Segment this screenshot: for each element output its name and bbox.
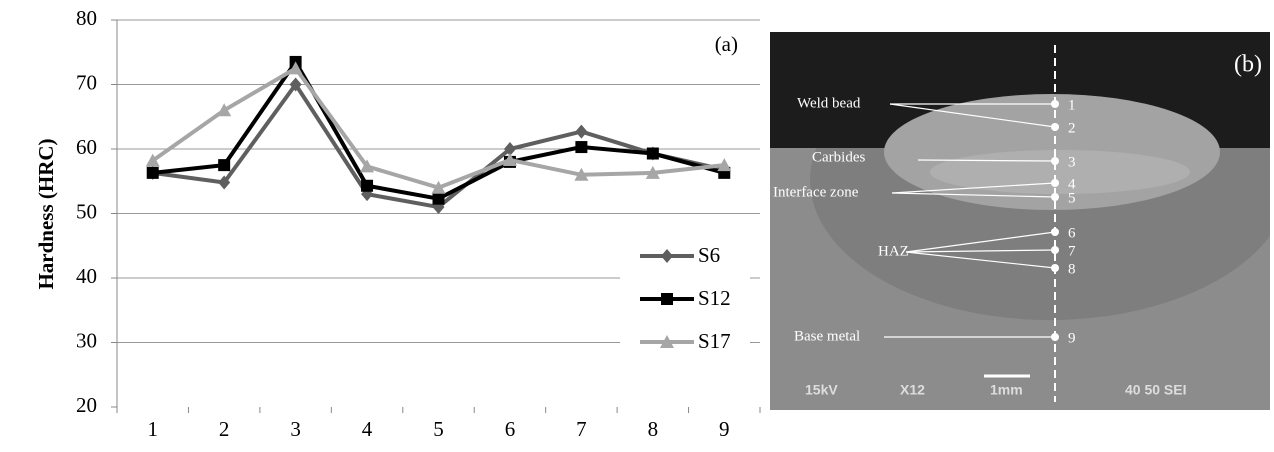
y-tick-label: 20 bbox=[76, 393, 97, 417]
marker bbox=[574, 167, 589, 181]
marker bbox=[360, 159, 375, 173]
marker bbox=[431, 180, 446, 194]
carbides bbox=[930, 150, 1190, 194]
marker bbox=[361, 179, 374, 192]
footer-text: 1mm bbox=[990, 382, 1023, 398]
footer-text: 40 50 SEI bbox=[1125, 382, 1187, 398]
marker bbox=[717, 158, 732, 172]
panel-label: (a) bbox=[715, 32, 738, 56]
marker bbox=[146, 166, 159, 179]
leader-lines bbox=[884, 103, 1056, 338]
marker bbox=[645, 165, 660, 179]
marker bbox=[660, 335, 674, 348]
point-dot bbox=[1051, 100, 1059, 108]
marker bbox=[288, 61, 303, 75]
y-axis-label: Hardness (HRC) bbox=[34, 138, 58, 289]
marker bbox=[218, 159, 231, 172]
legend-label: S17 bbox=[698, 329, 731, 353]
point-number: 6 bbox=[1068, 225, 1076, 241]
y-tick-label: 30 bbox=[76, 328, 97, 352]
micro-label: HAZ bbox=[878, 243, 909, 259]
y-tick-label: 50 bbox=[76, 199, 97, 223]
marker bbox=[575, 141, 588, 154]
marker bbox=[575, 124, 588, 139]
point-number: 2 bbox=[1068, 120, 1076, 136]
x-tick-label: 6 bbox=[505, 417, 516, 441]
x-tick-label: 7 bbox=[576, 417, 587, 441]
x-tick-label: 1 bbox=[147, 417, 158, 441]
micro-label: Interface zone bbox=[773, 184, 859, 200]
marker bbox=[289, 77, 302, 92]
marker bbox=[145, 153, 160, 167]
marker bbox=[218, 175, 231, 190]
point-dot bbox=[1051, 123, 1059, 131]
x-tick-label: 8 bbox=[648, 417, 659, 441]
point-dot bbox=[1051, 246, 1059, 254]
series-line bbox=[151, 65, 725, 190]
x-tick-label: 3 bbox=[290, 417, 301, 441]
point-number: 1 bbox=[1068, 97, 1076, 113]
legend-label: S12 bbox=[698, 286, 731, 310]
marker bbox=[661, 293, 673, 305]
marker bbox=[503, 142, 516, 156]
series-line bbox=[152, 58, 725, 201]
point-dot bbox=[1051, 193, 1059, 201]
point-number: 9 bbox=[1068, 330, 1076, 346]
footer-text: 15kV bbox=[805, 382, 838, 398]
micrograph: Weld bead Carbides Interface zone HAZ Ba… bbox=[770, 32, 1270, 410]
y-tick-label: 80 bbox=[76, 6, 97, 30]
marker bbox=[661, 249, 673, 263]
point-dot bbox=[1051, 228, 1059, 236]
micro-label: Base metal bbox=[794, 328, 860, 344]
y-tick-label: 60 bbox=[76, 135, 97, 159]
marker bbox=[432, 192, 445, 205]
micro-label: Weld bead bbox=[797, 95, 861, 111]
point-dot bbox=[1051, 157, 1059, 165]
point-number: 3 bbox=[1068, 154, 1076, 170]
point-dot bbox=[1051, 333, 1059, 341]
point-number: 4 bbox=[1068, 176, 1076, 192]
point-dot bbox=[1051, 264, 1059, 272]
marker bbox=[646, 147, 659, 160]
point-number: 8 bbox=[1068, 261, 1076, 277]
x-tick-label: 5 bbox=[433, 417, 444, 441]
y-tick-label: 40 bbox=[76, 264, 97, 288]
y-tick-label: 70 bbox=[76, 70, 97, 94]
point-dot bbox=[1051, 179, 1059, 187]
legend-label: S6 bbox=[698, 243, 720, 267]
x-tick-label: 9 bbox=[719, 417, 730, 441]
marker bbox=[502, 152, 517, 166]
panel-label: (b) bbox=[1234, 52, 1262, 78]
x-tick-label: 2 bbox=[219, 417, 230, 441]
point-number: 5 bbox=[1068, 190, 1076, 206]
marker bbox=[217, 103, 232, 117]
footer-text: X12 bbox=[900, 382, 925, 398]
micro-label: Carbides bbox=[812, 149, 865, 165]
point-number: 7 bbox=[1068, 243, 1076, 259]
x-tick-label: 4 bbox=[362, 417, 373, 441]
